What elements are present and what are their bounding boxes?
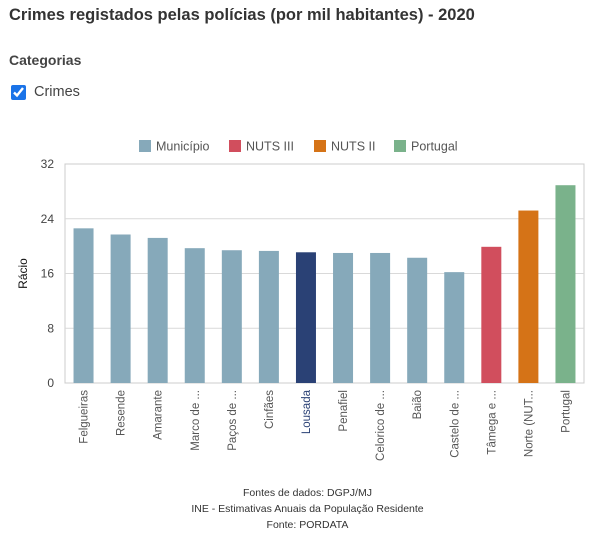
x-tick-label: Marco de ... <box>190 390 202 451</box>
y-axis-label: Rácio <box>16 258 30 289</box>
x-tick-label: Tâmega e ... <box>486 390 498 455</box>
legend-label: Portugal <box>411 140 458 154</box>
x-tick-label: Norte (NUT... <box>523 390 535 457</box>
y-tick-label: 8 <box>47 321 54 335</box>
footer-line-2: INE - Estimativas Anuais da População Re… <box>191 503 424 515</box>
chart-title: Crimes registados pelas polícias (por mi… <box>9 6 475 24</box>
legend-swatch <box>394 140 406 152</box>
x-tick-label: Paços de ... <box>227 390 239 451</box>
footer: Fontes de dados: DGPJ/MJ INE - Estimativ… <box>0 485 615 533</box>
x-tick-label: Felgueiras <box>79 390 91 444</box>
legend-swatch <box>229 140 241 152</box>
bar-chart: 0 8 16 24 32 Rácio Município NUTS III NUTS II Por… <box>16 140 585 461</box>
x-tick-label: Castelo de ... <box>449 390 461 458</box>
x-tick-label: Lousada <box>301 389 313 434</box>
y-tick-label: 16 <box>41 267 55 281</box>
legend-label: NUTS III <box>246 140 294 154</box>
bar <box>555 185 576 383</box>
x-tick-label: Penafiel <box>338 390 350 432</box>
x-tick-label: Cinfães <box>264 390 276 429</box>
bar <box>407 257 428 383</box>
legend-label: NUTS II <box>331 140 375 154</box>
bar <box>73 228 94 383</box>
y-tick-label: 0 <box>47 376 54 390</box>
x-tick-label: Portugal <box>560 390 572 433</box>
legend-label: Município <box>156 140 210 154</box>
x-tick-label: Amarante <box>153 390 165 440</box>
bar <box>481 246 502 383</box>
bar <box>333 252 354 383</box>
x-tick-label: Celorico de ... <box>375 390 387 461</box>
bar <box>147 237 168 383</box>
bar <box>518 210 539 383</box>
crimes-checkbox[interactable] <box>11 84 26 100</box>
legend-swatch <box>314 140 326 152</box>
bar <box>221 250 242 383</box>
x-tick-label: Baião <box>412 390 424 419</box>
y-tick-label: 24 <box>41 212 55 226</box>
bar <box>444 272 465 383</box>
bar <box>295 252 316 383</box>
bar <box>184 248 205 383</box>
bar <box>258 250 279 383</box>
footer-line-1: Fontes de dados: DGPJ/MJ <box>243 487 372 499</box>
legend-swatch <box>139 140 151 152</box>
bar <box>370 252 391 383</box>
crimes-checkbox-row[interactable]: Crimes <box>11 84 80 100</box>
y-tick-label: 32 <box>41 157 55 171</box>
categories-label: Categorias <box>9 52 82 68</box>
crimes-checkbox-label: Crimes <box>34 84 80 100</box>
footer-line-3: Fonte: PORDATA <box>266 519 349 531</box>
x-tick-label: Resende <box>116 390 128 436</box>
bar <box>110 234 131 383</box>
